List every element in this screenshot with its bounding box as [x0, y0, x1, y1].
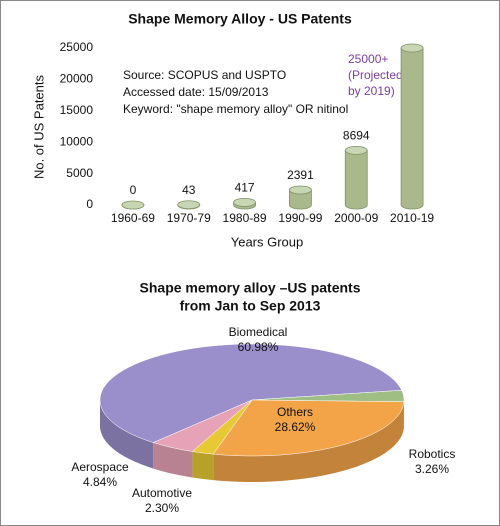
- cylinder-top: [344, 146, 368, 155]
- y-axis-label: No. of US Patents: [31, 74, 46, 179]
- cylinder-body: [289, 189, 312, 210]
- cylinder-top: [177, 200, 201, 210]
- cylinder-top: [121, 200, 145, 210]
- value-label: 0: [130, 183, 137, 197]
- x-tick-label: 2000-09: [334, 211, 378, 225]
- slice-label: Others: [277, 405, 313, 419]
- annotation: Source: SCOPUS and USPTO: [123, 68, 286, 82]
- y-tick-label: 20000: [60, 72, 94, 86]
- value-label: 25000+: [348, 52, 388, 66]
- cylinder-top: [233, 197, 256, 207]
- slice-value-label: 60.98%: [238, 340, 279, 354]
- y-tick-label: 25000: [60, 40, 94, 54]
- note: (Projected: [348, 68, 403, 82]
- slice-label: Aerospace: [71, 460, 129, 474]
- pie-slice: [212, 399, 405, 457]
- slice-value-label: 28.62%: [275, 420, 316, 434]
- x-tick-label: 1990-99: [278, 211, 322, 225]
- slice-side: [100, 400, 154, 469]
- pie-slice: [99, 343, 403, 443]
- slice-value-label: 4.84%: [83, 475, 117, 489]
- slice-label: Biomedical: [229, 325, 288, 339]
- slice-value-label: 3.26%: [415, 462, 449, 476]
- cylinder-top: [400, 43, 424, 53]
- y-tick-label: 5000: [66, 166, 93, 180]
- annotation: Accessed date: 15/09/2013: [123, 85, 269, 99]
- cylinder-top: [289, 185, 312, 195]
- x-tick-label: 1980-89: [223, 211, 267, 225]
- note: by 2019): [348, 84, 395, 98]
- slice-side: [213, 401, 404, 482]
- value-label: 43: [182, 183, 196, 197]
- slice-value-label: 2.30%: [145, 501, 179, 515]
- bar-chart-title: Shape Memory Alloy - US Patents: [128, 11, 352, 27]
- value-label: 2391: [287, 168, 314, 182]
- slice-label: Automotive: [132, 486, 192, 500]
- cylinder-body: [344, 150, 368, 210]
- x-tick-label: 1960-69: [111, 211, 155, 225]
- cylinder-body: [400, 47, 424, 210]
- y-tick-label: 15000: [60, 103, 94, 117]
- slice-side: [153, 442, 193, 478]
- pie-chart-title: Shape memory alloy –US patents: [140, 280, 361, 296]
- y-tick-label: 10000: [60, 134, 94, 148]
- pie-chart-title: from Jan to Sep 2013: [180, 298, 321, 314]
- value-label: 417: [235, 181, 255, 195]
- y-tick-label: 0: [86, 197, 93, 211]
- pie-slice: [152, 399, 253, 452]
- x-tick-label: 1970-79: [167, 211, 211, 225]
- value-label: 8694: [343, 129, 370, 143]
- slice-label: Robotics: [409, 447, 456, 461]
- x-tick-label: 2010-19: [390, 211, 434, 225]
- annotation: Keyword: "shape memory alloy" OR nitinol: [123, 102, 348, 116]
- slice-side: [192, 451, 214, 481]
- x-axis-label: Years Group: [231, 234, 304, 249]
